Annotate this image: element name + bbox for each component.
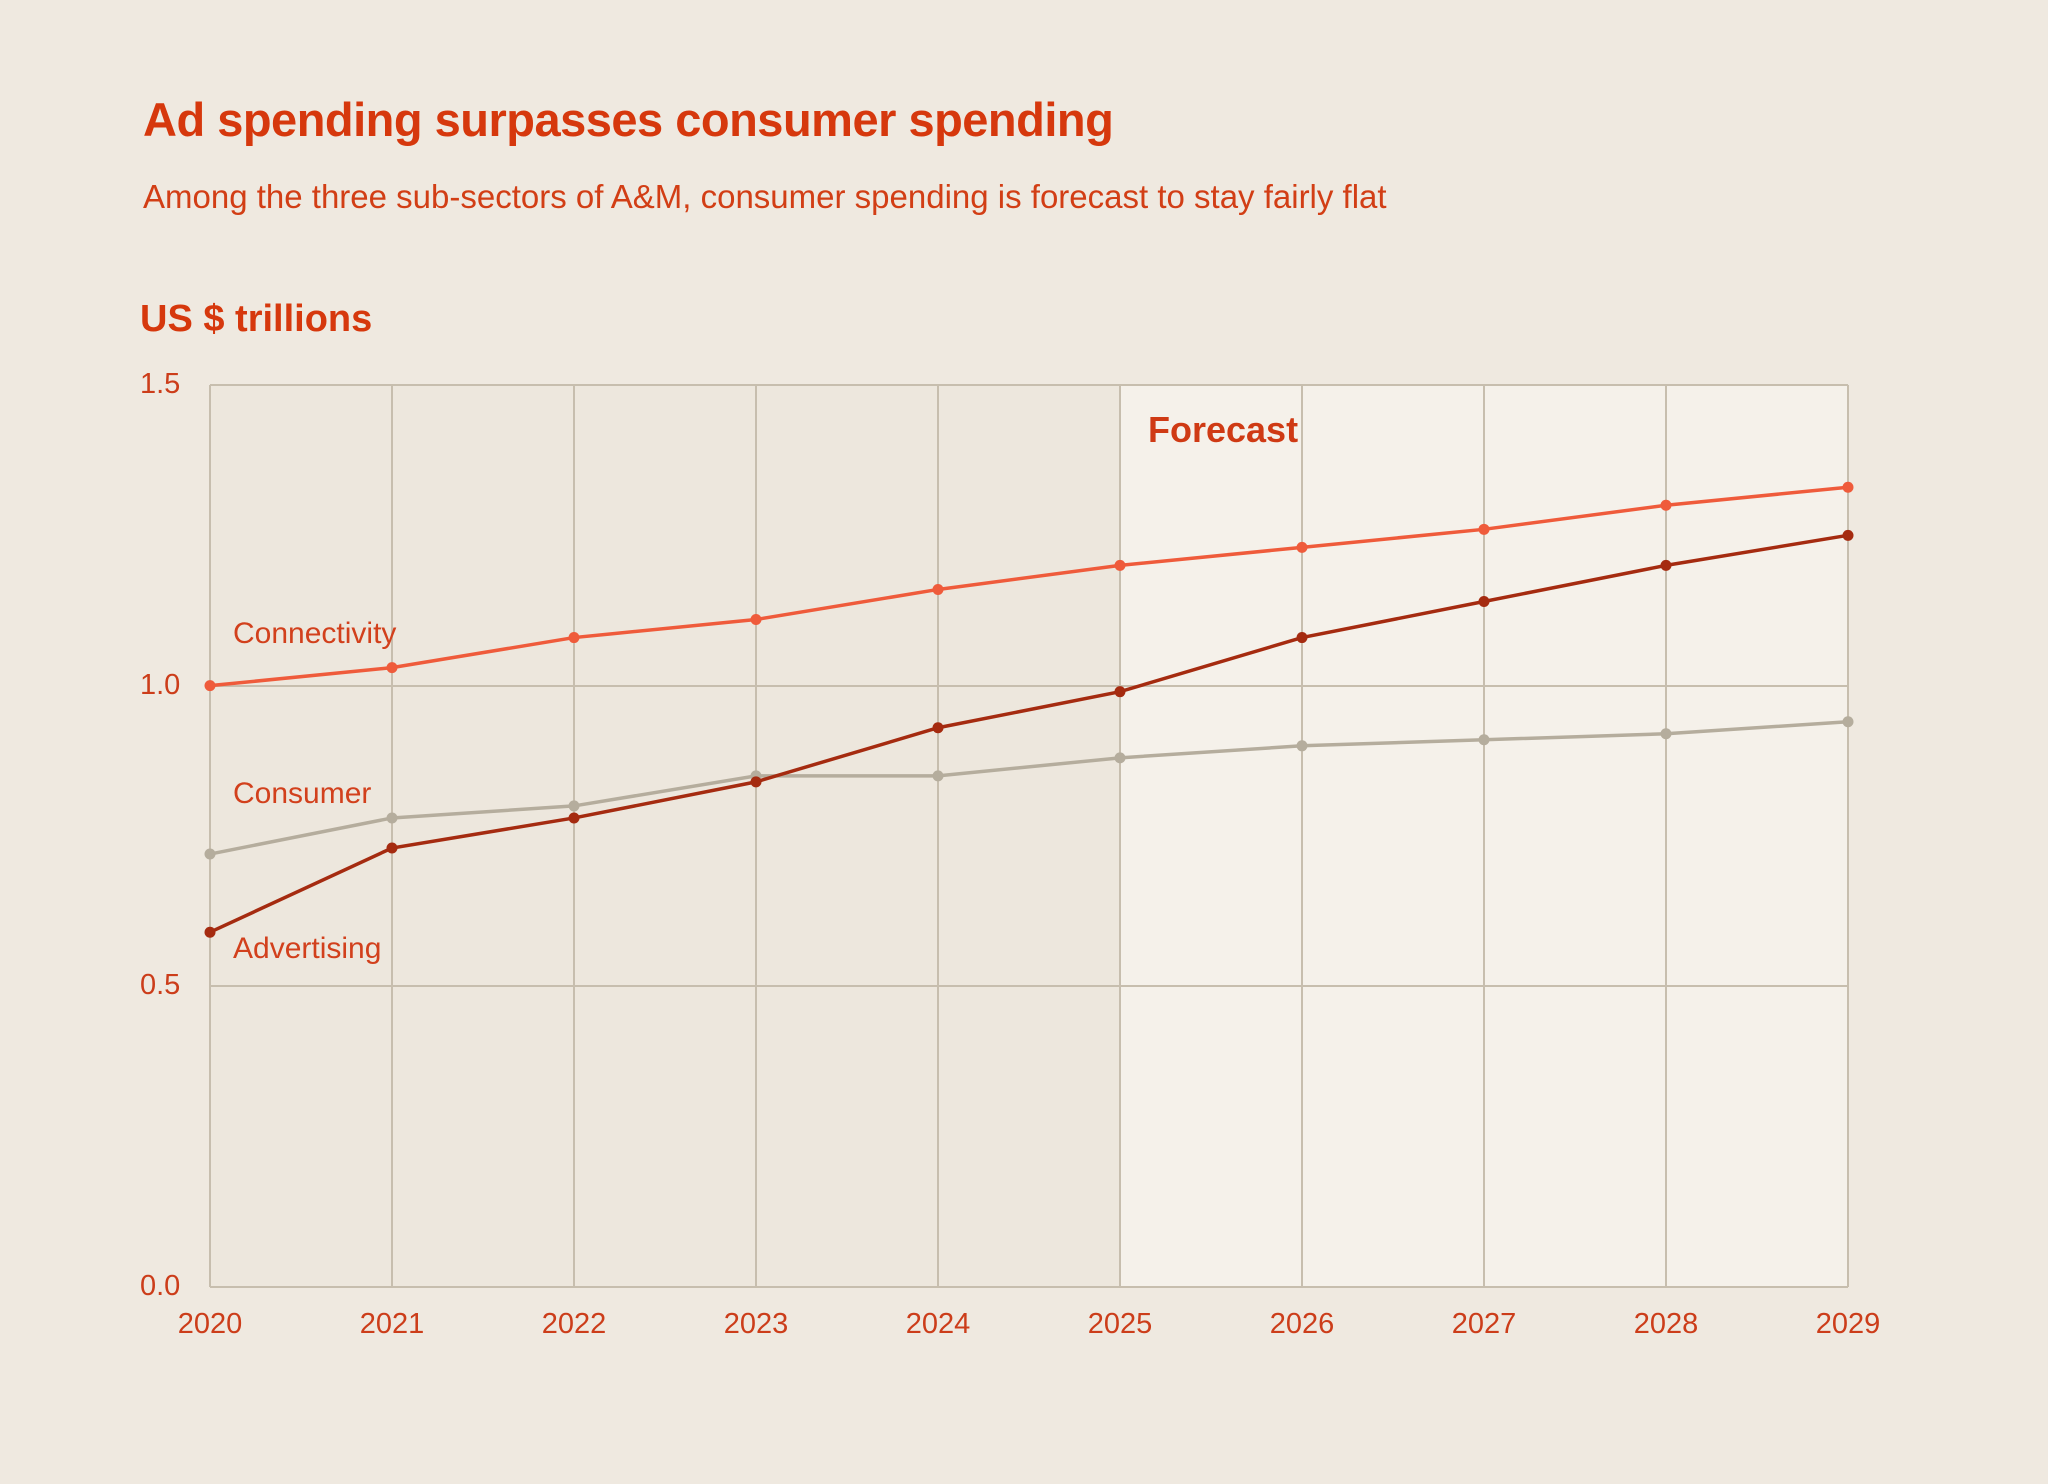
y-tick-label: 0.0 bbox=[140, 1270, 181, 1302]
data-point-connectivity bbox=[1660, 499, 1672, 511]
y-tick-label: 1.5 bbox=[140, 368, 181, 400]
x-tick-label: 2029 bbox=[1815, 1308, 1881, 1340]
x-tick-label: 2020 bbox=[177, 1308, 243, 1340]
data-point-advertising bbox=[1660, 559, 1672, 571]
vertical-gridline bbox=[755, 385, 757, 1287]
data-point-consumer bbox=[1296, 740, 1308, 752]
data-point-advertising bbox=[204, 926, 216, 938]
x-tick-label: 2025 bbox=[1087, 1308, 1153, 1340]
x-tick-label: 2026 bbox=[1269, 1308, 1335, 1340]
vertical-gridline bbox=[1483, 385, 1485, 1287]
data-point-connectivity bbox=[1842, 481, 1854, 493]
data-point-connectivity bbox=[1296, 541, 1308, 553]
vertical-gridline bbox=[1119, 385, 1121, 1287]
y-tick-label: 0.5 bbox=[140, 969, 181, 1002]
series-label-connectivity: Connectivity bbox=[233, 617, 397, 650]
forecast-label: Forecast bbox=[1148, 409, 1299, 450]
vertical-gridline bbox=[391, 385, 393, 1287]
data-point-consumer bbox=[1114, 752, 1126, 764]
data-point-connectivity bbox=[1478, 523, 1490, 535]
vertical-gridline bbox=[1301, 385, 1303, 1287]
data-point-consumer bbox=[932, 770, 944, 782]
data-point-consumer bbox=[568, 800, 580, 812]
horizontal-gridline bbox=[210, 684, 1848, 687]
series-label-consumer: Consumer bbox=[233, 777, 372, 810]
x-tick-label: 2024 bbox=[905, 1308, 971, 1340]
horizontal-gridline bbox=[210, 1286, 1848, 1288]
data-point-consumer bbox=[204, 848, 216, 860]
data-point-connectivity bbox=[750, 614, 762, 626]
vertical-gridline bbox=[937, 385, 939, 1287]
data-point-connectivity bbox=[568, 632, 580, 644]
x-tick-label: 2023 bbox=[723, 1308, 789, 1340]
data-point-consumer bbox=[1842, 716, 1854, 728]
x-tick-label: 2028 bbox=[1633, 1308, 1699, 1340]
data-point-advertising bbox=[1478, 595, 1490, 607]
data-point-connectivity bbox=[204, 680, 216, 692]
series-line-connectivity bbox=[209, 485, 1849, 688]
data-point-advertising bbox=[1296, 632, 1308, 644]
data-point-consumer bbox=[386, 812, 398, 824]
vertical-gridline bbox=[573, 385, 575, 1287]
data-point-connectivity bbox=[386, 662, 398, 674]
data-point-consumer bbox=[1478, 734, 1490, 746]
data-point-advertising bbox=[1842, 529, 1854, 541]
data-point-advertising bbox=[1114, 686, 1126, 698]
data-point-connectivity bbox=[1114, 559, 1126, 571]
data-point-advertising bbox=[386, 842, 398, 854]
y-axis-unit-label: US $ trillions bbox=[140, 298, 373, 340]
data-point-advertising bbox=[568, 812, 580, 824]
page-subtitle: Among the three sub-sectors of A&M, cons… bbox=[143, 178, 1387, 215]
horizontal-gridline bbox=[210, 384, 1848, 386]
vertical-gridline bbox=[209, 385, 211, 1287]
data-point-advertising bbox=[932, 722, 944, 734]
page-title: Ad spending surpasses consumer spending bbox=[143, 93, 1114, 146]
chart-canvas bbox=[204, 481, 1854, 938]
series-line-advertising bbox=[209, 533, 1849, 934]
series-label-advertising: Advertising bbox=[233, 932, 382, 965]
series-line-consumer bbox=[209, 720, 1849, 856]
data-point-connectivity bbox=[932, 583, 944, 595]
data-point-advertising bbox=[750, 776, 762, 788]
vertical-gridline bbox=[1665, 385, 1667, 1287]
chart-plot-area: Consumer Advertising Connectivity Forecast bbox=[204, 384, 1854, 1288]
x-tick-label: 2027 bbox=[1451, 1308, 1517, 1340]
data-point-consumer bbox=[1660, 728, 1672, 740]
vertical-gridline bbox=[1847, 385, 1849, 1287]
y-tick-label: 1.0 bbox=[140, 668, 181, 701]
x-tick-label: 2021 bbox=[359, 1308, 425, 1340]
x-tick-label: 2022 bbox=[541, 1308, 607, 1340]
horizontal-gridline bbox=[210, 985, 1848, 988]
